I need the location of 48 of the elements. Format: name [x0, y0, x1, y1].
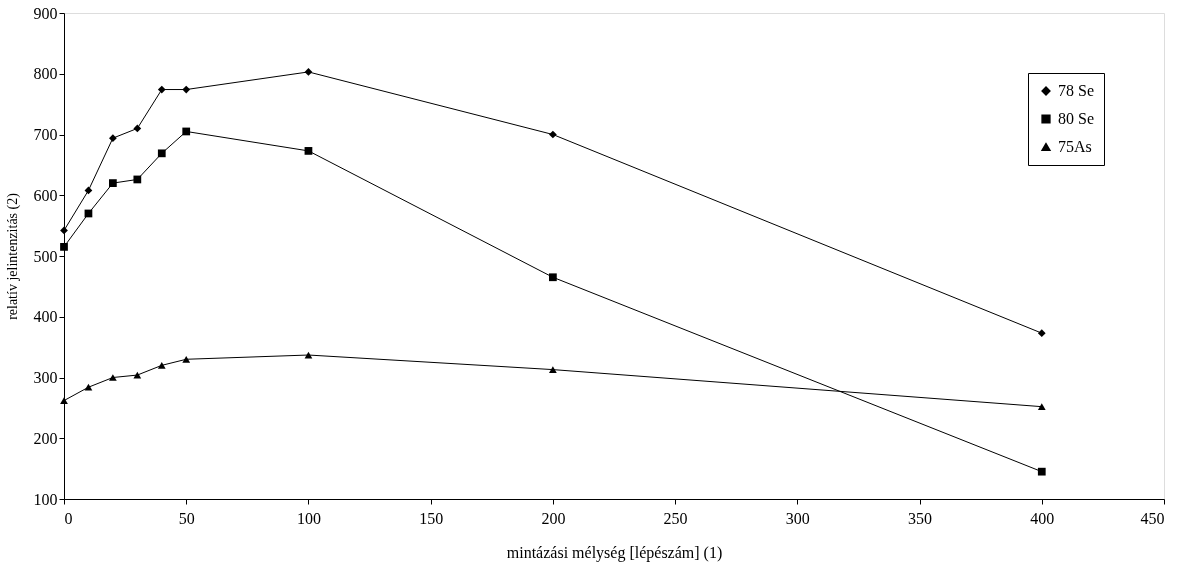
legend-label: 75As [1058, 138, 1092, 155]
point [157, 149, 166, 158]
y-tick-label: 500 [33, 247, 58, 265]
point [182, 127, 191, 136]
point [60, 243, 68, 251]
y-tick-label: 800 [33, 65, 58, 83]
point [157, 362, 166, 369]
x-tick-label: 50 [178, 509, 195, 527]
x-tick-label: 150 [419, 509, 444, 527]
point [549, 366, 557, 373]
point [182, 85, 191, 94]
y-tick-label: 300 [33, 369, 58, 386]
x-tick-label: 300 [785, 509, 810, 527]
legend-label: 78 Se [1058, 82, 1094, 99]
point [157, 85, 166, 94]
point [549, 130, 557, 139]
point [109, 179, 117, 187]
point [109, 374, 117, 381]
y-tick-label: 900 [33, 4, 58, 22]
legend-label: 80 Se [1058, 110, 1094, 127]
point [84, 383, 93, 391]
y-tick-label: 200 [33, 429, 58, 447]
point [304, 68, 313, 76]
y-tick-label: 700 [33, 126, 58, 143]
point [182, 355, 191, 363]
x-tick-label: 400 [1030, 509, 1055, 527]
point [1037, 467, 1046, 476]
point [133, 124, 142, 133]
y-tick-label: 400 [33, 308, 58, 326]
y-tick-label: 100 [33, 490, 58, 508]
x-tick-label: 250 [663, 509, 688, 527]
point [549, 273, 557, 282]
point [60, 226, 68, 235]
y-tick-label: 600 [33, 186, 58, 204]
x-tick-label: 0 [64, 509, 73, 527]
x-tick-label: 350 [908, 509, 933, 527]
point [1037, 403, 1046, 411]
point [84, 186, 93, 195]
point [1037, 329, 1046, 338]
y-axis-title: relatív jelintenzitás (2) [4, 192, 21, 320]
x-tick-label: 100 [296, 509, 321, 527]
x-tick-label: 450 [1140, 509, 1165, 527]
point [109, 134, 117, 143]
point [304, 147, 313, 155]
x-axis-title: mintázási mélység [lépészám] (1) [506, 543, 723, 562]
point [133, 175, 142, 184]
x-tick-label: 200 [541, 509, 566, 527]
point [60, 397, 68, 404]
